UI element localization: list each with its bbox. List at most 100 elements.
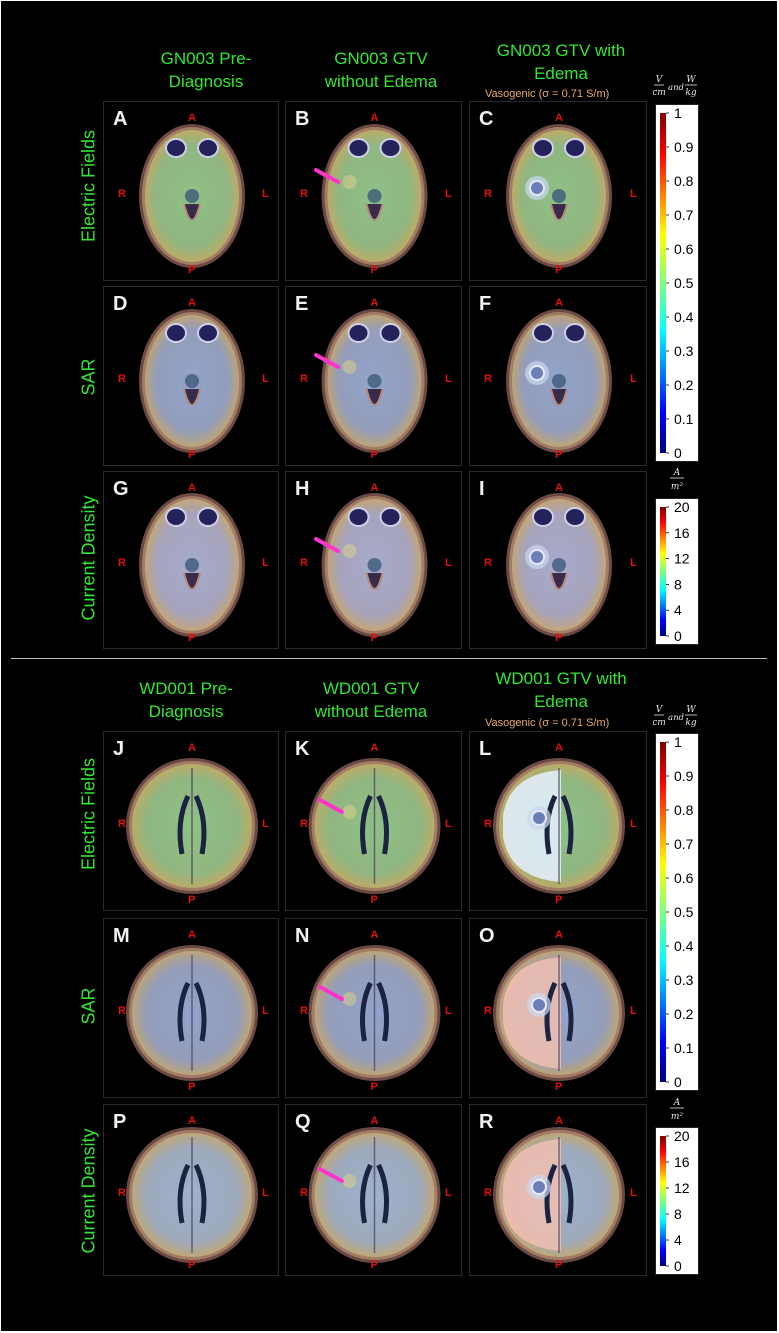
- panel-l: L A P R L: [469, 731, 647, 911]
- vasogenic-note: Vasogenic (σ = 0.71 S/m): [485, 88, 610, 100]
- panel-c: C A P R L: [469, 101, 647, 281]
- svg-text:kg: kg: [685, 88, 696, 98]
- panel-letter: C: [479, 108, 494, 130]
- orientation-anterior: A: [188, 742, 196, 754]
- orientation-anterior: A: [555, 297, 563, 309]
- orientation-posterior: P: [555, 1259, 563, 1271]
- orientation-anterior: A: [555, 112, 563, 124]
- orientation-left: L: [630, 818, 637, 830]
- panel-letter: P: [113, 1111, 127, 1133]
- row-label-electric-fields: Electric Fields: [78, 129, 99, 243]
- panel-i: I A P R L: [469, 471, 647, 649]
- orientation-left: L: [445, 188, 452, 200]
- brain-mri-overlay: [126, 945, 258, 1081]
- orientation-posterior: P: [370, 632, 378, 644]
- column-title-text: WD001 GTV with Edema: [495, 669, 627, 711]
- column-title-gn003-gtv: GN003 GTV without Edema: [296, 47, 466, 93]
- orientation-anterior: A: [555, 482, 563, 494]
- orientation-right: R: [484, 1005, 492, 1017]
- colorbar-tick-label: 20: [674, 1128, 690, 1144]
- panel-n: N A P R L: [285, 918, 462, 1098]
- svg-text:V: V: [656, 75, 664, 85]
- unit-label-current-density: A m²: [670, 468, 684, 492]
- orientation-anterior: A: [370, 112, 379, 124]
- orientation-posterior: P: [555, 264, 563, 276]
- brain-mri-overlay: [308, 945, 441, 1081]
- orientation-left: L: [262, 373, 269, 385]
- panel-letter: K: [295, 738, 310, 760]
- colorbar-tick-label: 0.3: [674, 343, 694, 359]
- orientation-left: L: [445, 1187, 452, 1199]
- orientation-left: L: [262, 188, 269, 200]
- orientation-anterior: A: [188, 112, 196, 124]
- orientation-posterior: P: [555, 894, 563, 906]
- panel-letter: B: [295, 108, 310, 130]
- row-label-current-density: Current Density: [78, 1128, 99, 1254]
- panel-k: K A P R L: [285, 731, 462, 911]
- panel-letter: L: [479, 738, 492, 760]
- brain-mri-overlay: [493, 1127, 625, 1263]
- orientation-posterior: P: [370, 449, 378, 461]
- brain-mri-overlay: [506, 124, 612, 268]
- orientation-left: L: [445, 818, 452, 830]
- orientation-anterior: A: [370, 742, 379, 754]
- colorbar-tick-label: 0.2: [674, 1006, 694, 1022]
- orientation-posterior: P: [370, 894, 378, 906]
- orientation-right: R: [118, 1005, 126, 1017]
- orientation-left: L: [630, 188, 637, 200]
- section-divider: [11, 658, 767, 659]
- orientation-left: L: [445, 1005, 452, 1017]
- colorbar-tick-label: 1: [674, 105, 682, 121]
- row-label-sar: SAR: [78, 987, 99, 1025]
- tumor-arrow-icon: [314, 168, 340, 184]
- orientation-right: R: [300, 1187, 308, 1199]
- svg-text:V: V: [656, 705, 664, 715]
- colorbar-tick-label: 0.6: [674, 870, 694, 886]
- brain-mri-overlay: [321, 124, 428, 268]
- svg-text:A: A: [673, 1098, 681, 1108]
- panel-letter: R: [479, 1111, 494, 1133]
- colorbar-tick-label: 20: [674, 499, 690, 515]
- svg-text:m²: m²: [671, 1112, 684, 1122]
- panel-h: H A P R L: [285, 471, 462, 649]
- panel-g: G A P R L: [103, 471, 279, 649]
- brain-mri-overlay: [506, 309, 612, 453]
- colorbar-current-density: 20 16 12 8 4 0: [655, 1127, 699, 1275]
- panel-letter: E: [295, 293, 309, 315]
- orientation-left: L: [262, 557, 269, 569]
- brain-mri-overlay: [493, 758, 625, 894]
- panel-m: M A P R L: [103, 918, 279, 1098]
- colorbar-tick-label: 16: [674, 525, 690, 541]
- tumor-arrow-icon: [314, 537, 340, 553]
- svg-text:W: W: [686, 75, 696, 85]
- orientation-anterior: A: [188, 482, 196, 494]
- colorbar-tick-label: 8: [674, 1206, 682, 1222]
- panel-letter: Q: [295, 1111, 311, 1133]
- row-label-current-density: Current Density: [78, 495, 99, 621]
- orientation-right: R: [300, 818, 308, 830]
- orientation-left: L: [262, 818, 269, 830]
- orientation-posterior: P: [188, 1259, 196, 1271]
- brain-mri-overlay: [506, 493, 612, 637]
- tumor-arrow-icon: [318, 985, 344, 1001]
- panel-a: A A P R L: [103, 101, 279, 281]
- orientation-anterior: A: [370, 297, 379, 309]
- svg-text:kg: kg: [685, 718, 696, 728]
- panel-p: P A P R L: [103, 1104, 279, 1276]
- svg-text:and: and: [668, 713, 685, 723]
- orientation-posterior: P: [555, 1081, 563, 1093]
- column-title-text: WD001 GTV without Edema: [314, 679, 428, 721]
- tumor-arrow-icon: [318, 1167, 344, 1183]
- orientation-anterior: A: [370, 482, 379, 494]
- panel-r: R A P R L: [469, 1104, 647, 1276]
- tumor-arrow-icon: [318, 798, 344, 814]
- orientation-left: L: [630, 373, 637, 385]
- colorbar-field-sar: 1 0.9 0.8 0.7 0.6 0.5 0.4 0.3 0.2 0.1 0: [655, 733, 699, 1091]
- orientation-posterior: P: [370, 264, 378, 276]
- orientation-right: R: [484, 1187, 492, 1199]
- orientation-posterior: P: [555, 449, 563, 461]
- panel-letter: I: [479, 478, 485, 500]
- brain-mri-overlay: [308, 758, 441, 894]
- colorbar-current-density: 20 16 12 8 4 0: [655, 498, 699, 645]
- orientation-posterior: P: [370, 1259, 378, 1271]
